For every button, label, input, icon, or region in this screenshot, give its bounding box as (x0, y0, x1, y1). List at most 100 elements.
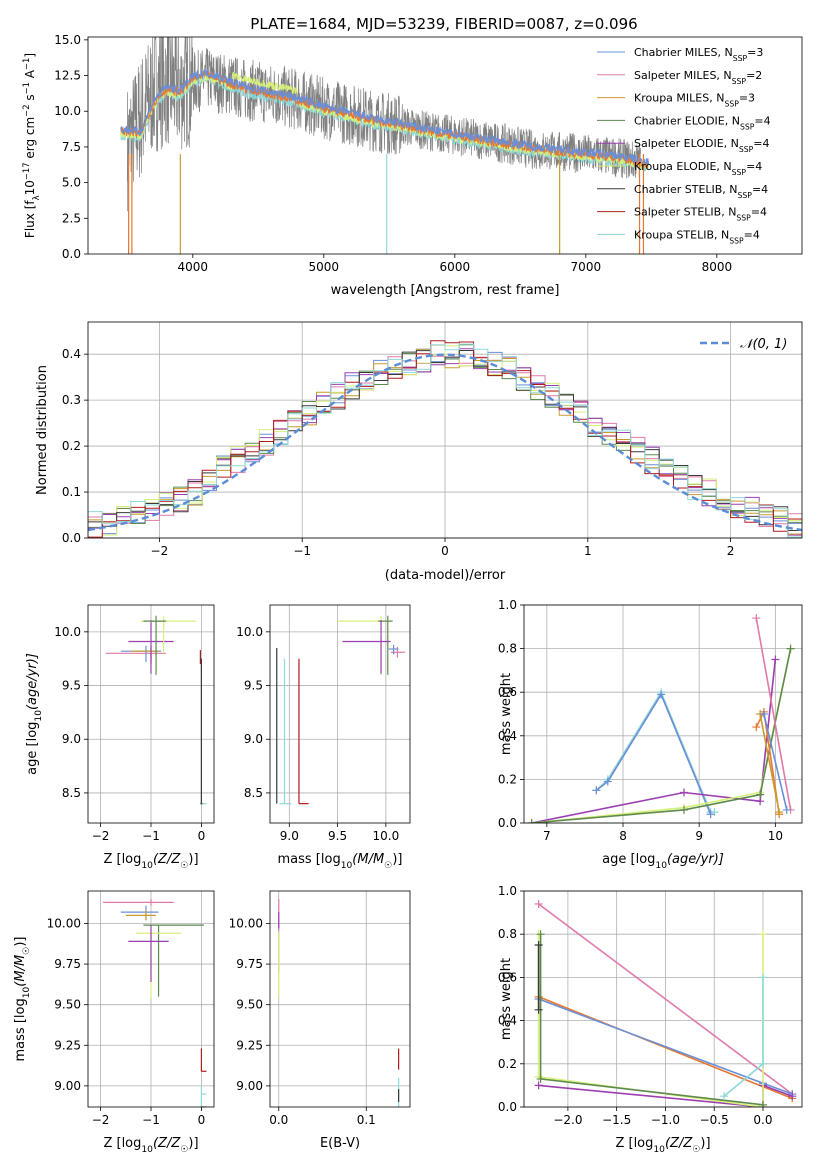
legend-label: Kroupa ELODIE, NSSP=4 (634, 160, 762, 177)
x-tick-label: 6000 (440, 260, 471, 274)
y-tick-label: 0.8 (498, 927, 517, 941)
x-tick-label: −1 (142, 829, 160, 843)
legend: Chabrier MILES, NSSP=3 Salpeter MILES, NS… (597, 46, 771, 245)
x-tick-label: 5000 (309, 260, 340, 274)
weight-marker (756, 790, 765, 799)
x-axis-label: Z [log10(Z/Z☉)] (103, 1136, 198, 1155)
weight-marker (758, 1059, 767, 1068)
grid (270, 605, 410, 823)
y-tick-label: 0.4 (62, 347, 81, 361)
x-tick-label: −2 (92, 829, 110, 843)
y-tick-label: 0.6 (498, 685, 517, 699)
axes-frame (523, 890, 803, 1108)
x-tick-label: −2.0 (553, 1113, 582, 1127)
y-tick-label: 0.0 (498, 1100, 517, 1114)
x-tick-label: 1 (584, 544, 592, 558)
plot-area (105, 615, 207, 805)
panel-spectrum: 4000 5000 6000 7000 8000 0.0 2.5 5.0 7.5 10.0 12.5… (21, 33, 803, 298)
y-tick-label: 12.5 (54, 69, 81, 83)
axes-frame (523, 604, 803, 824)
x-axis-label: age [log10(age/yr)] (602, 852, 724, 871)
x-axis-label: mass [log10(M/M☉)] (278, 852, 403, 871)
x-tick-label: −1.5 (602, 1113, 631, 1127)
legend-label: Salpeter MILES, NSSP=2 (634, 69, 762, 86)
y-tick-label: 2.5 (62, 211, 81, 225)
x-tick-label: 7 (543, 829, 551, 843)
x-tick-label: 0 (198, 829, 206, 843)
y-tick-label: 9.75 (236, 957, 263, 971)
legend-label: Kroupa STELIB, NSSP=4 (634, 228, 760, 245)
y-tick-label: 0.6 (498, 970, 517, 984)
y-tick-label: 9.75 (54, 957, 81, 971)
y-axis-label: Normed distribution (35, 365, 50, 495)
axes-frame (269, 890, 411, 1108)
weight-marker (758, 973, 767, 982)
y-tick-label: 9.5 (62, 679, 81, 693)
axes-frame (87, 36, 803, 255)
x-tick-label: −2 (92, 1113, 110, 1127)
legend-label: 𝒩(0, 1) (740, 337, 787, 352)
legend-label: Chabrier ELODIE, NSSP=4 (634, 114, 771, 130)
plot-area (534, 899, 797, 1107)
axes: −2 −1 0 9.00 9.25 9.50 9.75 10.00 (47, 916, 206, 1127)
panel-residuals: −2 −1 0 1 2 0.0 0.1 0.2 0.3 0.4 𝒩(0, 1) (data-model… (35, 321, 803, 583)
legend-label: Salpeter STELIB, NSSP=4 (634, 206, 767, 223)
y-axis-label: mass [log10(M/M☉)] (13, 937, 32, 1062)
y-axis-label: age [log10(age/yr)] (25, 653, 44, 775)
spectrum-data (126, 37, 641, 212)
x-tick-label: 9.5 (328, 829, 347, 843)
weight-marker (759, 710, 768, 718)
y-tick-label: 9.25 (54, 1038, 81, 1052)
axes: 0.0 0.1 9.00 9.25 9.50 9.75 10.00 (229, 916, 376, 1127)
y-tick-label: 9.50 (236, 998, 263, 1012)
weight-marker (603, 777, 612, 786)
weight-marker (758, 1100, 767, 1107)
y-tick-label: 1.0 (498, 884, 517, 898)
y-tick-label: 10.00 (47, 916, 81, 930)
y-tick-label: 9.0 (62, 732, 81, 746)
y-tick-label: 0.4 (498, 729, 517, 743)
y-tick-label: 0.1 (62, 485, 81, 499)
x-tick-label: 9 (695, 829, 703, 843)
weight-marker (679, 805, 688, 814)
weight-marker (788, 1092, 797, 1101)
plot-area (88, 340, 802, 538)
histogram-step (88, 340, 802, 538)
x-tick-label: −1 (293, 544, 311, 558)
y-axis-label: mass weight (499, 673, 514, 755)
weight-marker (536, 930, 545, 939)
y-tick-label: 15.0 (54, 33, 81, 47)
weight-marker (536, 1074, 545, 1083)
axes-frame (87, 890, 215, 1108)
x-tick-label: 0.0 (753, 1113, 772, 1127)
weight-line (538, 996, 793, 1100)
plot-area (120, 37, 650, 254)
weight-marker (527, 819, 536, 823)
x-tick-label: 10.0 (373, 829, 400, 843)
grid (270, 891, 410, 1107)
x-tick-label: 0.1 (357, 1113, 376, 1127)
x-tick-label: −2 (151, 544, 169, 558)
weight-marker (534, 899, 543, 908)
x-axis-label: wavelength [Angstrom, rest frame] (331, 283, 560, 298)
axes: 7 8 9 10 0.0 0.2 0.4 0.6 0.8 1.0 (498, 598, 783, 843)
y-tick-label: 9.00 (236, 1079, 263, 1093)
x-tick-label: 2 (727, 544, 735, 558)
plot-area (103, 899, 207, 1107)
plot-area (527, 614, 795, 823)
y-tick-label: 10.0 (54, 625, 81, 639)
legend-label: Chabrier MILES, NSSP=3 (634, 46, 763, 63)
y-tick-label: 9.0 (244, 732, 263, 746)
weight-marker (752, 614, 761, 623)
y-tick-label: 9.00 (54, 1079, 81, 1093)
y-tick-label: 0.2 (62, 439, 81, 453)
y-tick-label: 0.8 (498, 642, 517, 656)
panels: 4000 5000 6000 7000 80000.02.55.07.510.012.5… (13, 33, 803, 1155)
y-tick-label: 0.2 (498, 772, 517, 786)
x-tick-label: 8 (619, 829, 627, 843)
legend-label: Salpeter ELODIE, NSSP=4 (634, 137, 770, 154)
panel-age_vs_mass: 9.0 9.5 10.0 8.5 9.0 9.5 10.0 mass [log10(M/M☉)… (236, 604, 411, 871)
weight-line (595, 692, 712, 815)
y-tick-label: 10.0 (236, 625, 263, 639)
